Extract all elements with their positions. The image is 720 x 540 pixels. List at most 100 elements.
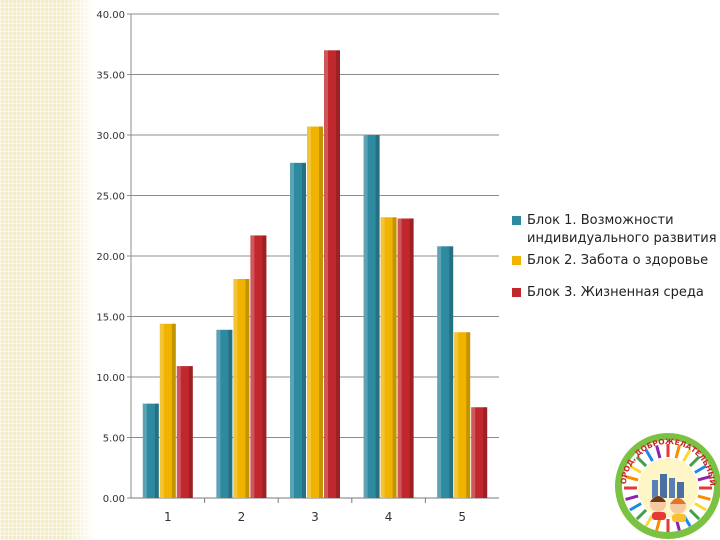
legend-swatch xyxy=(512,288,521,297)
bar-series-1 xyxy=(216,329,233,498)
bar-highlight xyxy=(471,407,476,498)
bar-highlight xyxy=(176,366,181,498)
y-tick-label: 0.00 xyxy=(103,494,125,505)
logo-building xyxy=(677,482,684,498)
logo-ray xyxy=(629,464,642,474)
logo-ray xyxy=(688,455,701,468)
bar-highlight xyxy=(324,50,328,499)
legend: Блок 1. Возможности индивидуального разв… xyxy=(512,212,717,306)
logo-ray xyxy=(625,494,639,501)
bar-shade xyxy=(392,217,397,498)
bar-shade xyxy=(154,403,159,498)
bar-shade xyxy=(483,407,488,498)
y-tick-label: 20.00 xyxy=(96,252,125,263)
bar-shade xyxy=(228,329,233,498)
y-axis-ticks: 0.00 5.00 10.00 15.00 20.00 25.00 30.00 35.00 40… xyxy=(96,10,125,505)
logo-center xyxy=(638,458,698,518)
decorative-background xyxy=(0,0,95,540)
legend-swatch xyxy=(512,216,521,225)
bar-series-1 xyxy=(437,246,454,498)
bar-shade xyxy=(375,135,380,498)
bar-highlight xyxy=(454,332,459,498)
logo-child-hair xyxy=(650,496,666,502)
logo-ray xyxy=(697,494,711,501)
logo-ray xyxy=(694,464,707,474)
bar-series-3 xyxy=(397,218,414,499)
bar-series-2 xyxy=(233,278,250,498)
logo-ray xyxy=(688,508,701,521)
logo-ray xyxy=(635,455,648,468)
logo-ray xyxy=(655,445,662,459)
legend-item-series-2: Блок 2. Забота о здоровье xyxy=(512,252,717,270)
x-tick-label: 3 xyxy=(311,510,319,524)
bar-shade xyxy=(466,332,471,498)
logo-ray xyxy=(625,475,639,482)
logo-ray xyxy=(694,502,707,512)
bar-highlight xyxy=(307,126,311,498)
legend-label: Блок 3. Жизненная среда xyxy=(527,285,704,300)
y-tick-label: 15.00 xyxy=(96,313,125,324)
legend-item-series-1: Блок 1. Возможности индивидуального разв… xyxy=(512,212,717,248)
bar-highlight xyxy=(437,246,442,498)
logo-ray xyxy=(697,475,711,482)
bar-shade xyxy=(336,50,340,499)
logo-child-body xyxy=(672,514,686,522)
legend-swatch xyxy=(512,256,521,265)
y-tick-label: 10.00 xyxy=(96,373,125,384)
legend-label: Блок 2. Забота о здоровье xyxy=(527,253,709,268)
bar-highlight xyxy=(216,329,221,498)
bar-series-2 xyxy=(159,323,176,498)
bar-shade xyxy=(409,218,414,499)
logo-ray xyxy=(629,502,642,512)
y-tick-label: 35.00 xyxy=(96,71,125,82)
bar-highlight xyxy=(397,218,402,499)
bar-series-3 xyxy=(471,407,488,498)
x-tick-label: 2 xyxy=(238,510,246,524)
logo-ray xyxy=(682,449,692,462)
logo-rainbow xyxy=(624,444,712,532)
bar-series-2 xyxy=(454,332,471,498)
logo-child-body xyxy=(652,512,666,520)
bar-series-3 xyxy=(250,235,267,498)
bar-series-2 xyxy=(380,217,397,498)
bar-highlight xyxy=(142,403,147,498)
bar-highlight xyxy=(250,235,255,498)
bar-highlight xyxy=(290,162,294,498)
bar-shade xyxy=(302,162,306,498)
logo-building xyxy=(652,480,658,498)
x-tick-label: 5 xyxy=(458,510,466,524)
logo-ray xyxy=(674,445,681,459)
y-tick-label: 40.00 xyxy=(96,10,125,21)
x-tick-label: 4 xyxy=(385,510,393,524)
bar-shade xyxy=(449,246,454,498)
bar-series-3 xyxy=(176,366,193,498)
x-axis-ticks: 1 2 3 4 5 xyxy=(164,510,466,524)
logo-ray xyxy=(655,517,662,531)
bar-series-3 xyxy=(324,50,340,499)
bars xyxy=(142,50,488,499)
x-tick-label: 1 xyxy=(164,510,172,524)
legend-label: Блок 1. Возможности индивидуального разв… xyxy=(527,213,717,246)
y-tick-label: 25.00 xyxy=(96,192,125,203)
logo-ray xyxy=(644,449,654,462)
city-logo: ПЕРМЬ - ГОРОД, ДОБРОЖЕЛАТЕЛЬНЫЙ К ДЕТЯМ xyxy=(612,428,720,539)
bar-highlight xyxy=(363,135,368,498)
bar-series-1 xyxy=(363,135,380,498)
bar-series-2 xyxy=(307,126,323,498)
y-tick-label: 30.00 xyxy=(96,131,125,142)
bar-shade xyxy=(262,235,267,498)
logo-building xyxy=(669,478,675,498)
bar-series-1 xyxy=(142,403,159,498)
logo-ray xyxy=(644,514,654,527)
bar-shade xyxy=(245,278,250,498)
logo-building xyxy=(660,474,667,498)
logo-ray xyxy=(635,508,648,521)
bar-shade xyxy=(319,126,323,498)
legend-item-series-3: Блок 3. Жизненная среда xyxy=(512,284,717,302)
bar-highlight xyxy=(233,278,238,498)
bar-shade xyxy=(171,323,176,498)
y-tick-label: 5.00 xyxy=(103,434,125,445)
bar-highlight xyxy=(380,217,385,498)
bar-series-1 xyxy=(290,162,306,498)
